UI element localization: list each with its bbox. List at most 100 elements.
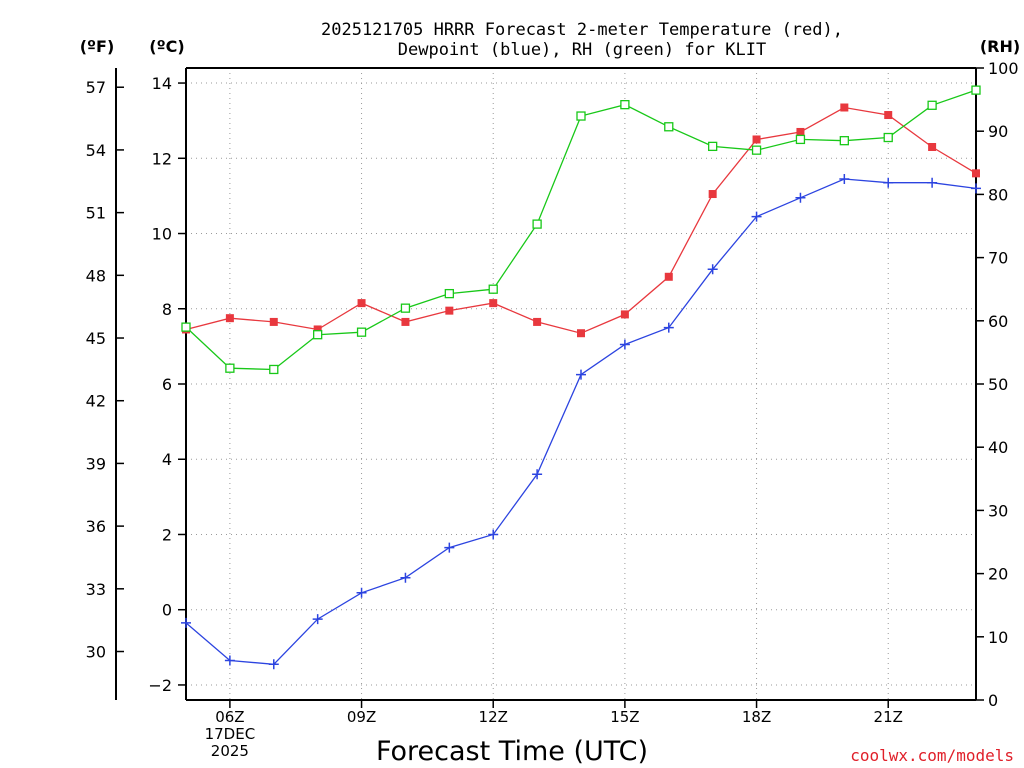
fahrenheit-axis-header: (ºF) bbox=[80, 37, 115, 56]
rh-tick-label: 30 bbox=[988, 501, 1008, 520]
temperature-point bbox=[664, 272, 673, 281]
dewpoint-point bbox=[971, 183, 981, 194]
rh-point bbox=[576, 111, 586, 121]
temperature-point bbox=[445, 306, 454, 315]
rh-point bbox=[269, 364, 279, 375]
temperature-point bbox=[752, 135, 761, 144]
rh-point bbox=[883, 132, 893, 143]
x-tick-label-line: 21Z bbox=[874, 708, 903, 726]
grid-lines bbox=[186, 68, 976, 700]
x-tick-label-line: 17DEC bbox=[205, 725, 256, 743]
rh-tick-label: 10 bbox=[988, 628, 1008, 647]
x-tick-label: 15Z bbox=[610, 708, 639, 726]
x-tick-label-line: 12Z bbox=[479, 708, 508, 726]
x-tick-label-line: 2025 bbox=[211, 742, 249, 760]
x-tick-label-line: 15Z bbox=[610, 708, 639, 726]
dewpoint-point bbox=[181, 617, 191, 628]
temperature-point bbox=[884, 111, 893, 120]
celsius-tick-label: 8 bbox=[162, 300, 172, 319]
dewpoint-line bbox=[185, 178, 977, 665]
data-series bbox=[181, 85, 981, 670]
rh-tick-label: 40 bbox=[988, 438, 1008, 457]
celsius-axis-header: (ºC) bbox=[149, 37, 184, 56]
x-axis-label: Forecast Time (UTC) bbox=[376, 736, 648, 767]
temperature-point bbox=[708, 190, 717, 199]
x-tick-label: 06Z 17DEC 2025 bbox=[205, 708, 256, 760]
rh-tick-label: 90 bbox=[988, 122, 1008, 141]
series-rh bbox=[181, 85, 981, 375]
temperature-point bbox=[269, 317, 278, 326]
rh-point bbox=[225, 363, 235, 373]
x-tick-label: 12Z bbox=[479, 708, 508, 726]
temperature-point bbox=[620, 310, 629, 319]
temperature-point bbox=[313, 325, 322, 334]
rh-tick-label: 60 bbox=[988, 312, 1008, 331]
rh-point bbox=[488, 284, 498, 294]
celsius-tick-label: 6 bbox=[162, 375, 172, 394]
fahrenheit-tick-label: 30 bbox=[86, 643, 106, 662]
dewpoint-point bbox=[224, 655, 235, 666]
rh-point bbox=[839, 136, 849, 146]
temperature-point bbox=[225, 314, 234, 323]
rh-tick-label: 100 bbox=[988, 59, 1019, 78]
celsius-tick-label: 2 bbox=[162, 525, 172, 544]
dewpoint-point bbox=[488, 529, 499, 540]
rh-point bbox=[664, 122, 674, 132]
dewpoint-point bbox=[839, 173, 850, 184]
temperature-point bbox=[972, 169, 980, 178]
rh-tick-label: 80 bbox=[988, 185, 1008, 204]
rh-point bbox=[751, 145, 762, 155]
celsius-tick-label: 0 bbox=[162, 601, 172, 620]
rh-point bbox=[620, 100, 630, 110]
x-tick-label: 18Z bbox=[742, 708, 771, 726]
temperature-point bbox=[928, 143, 937, 151]
rh-point bbox=[313, 330, 323, 340]
celsius-tick-label: 10 bbox=[152, 225, 172, 244]
dewpoint-point bbox=[400, 572, 411, 583]
dewpoint-point bbox=[444, 542, 455, 553]
dewpoint-point bbox=[576, 369, 586, 380]
credit-label: coolwx.com/models bbox=[850, 746, 1014, 765]
fahrenheit-tick-label: 57 bbox=[86, 78, 106, 97]
rh-point bbox=[400, 303, 411, 313]
celsius-tick-label: −2 bbox=[148, 676, 172, 695]
dewpoint-point bbox=[883, 177, 894, 188]
temperature-point bbox=[577, 329, 585, 338]
dewpoint-point bbox=[751, 211, 762, 222]
rh-tick-label: 20 bbox=[988, 565, 1008, 584]
celsius-tick-label: 4 bbox=[162, 450, 172, 469]
celsius-tick-label: 12 bbox=[152, 149, 172, 168]
dewpoint-point bbox=[795, 192, 806, 203]
rh-point bbox=[795, 134, 806, 145]
rh-tick-label: 0 bbox=[988, 691, 998, 710]
fahrenheit-tick-label: 39 bbox=[86, 454, 106, 473]
temperature-line bbox=[185, 106, 977, 334]
tick-labels: 14121086420−2575451484542393633301009080… bbox=[86, 59, 1019, 760]
rh-point bbox=[532, 219, 542, 229]
dewpoint-point bbox=[356, 587, 367, 598]
series-temperature bbox=[182, 103, 980, 338]
fahrenheit-tick-label: 54 bbox=[86, 141, 106, 160]
fahrenheit-tick-label: 42 bbox=[86, 392, 106, 411]
chart-title-line-1: 2025121705 HRRR Forecast 2-meter Tempera… bbox=[321, 20, 843, 40]
temperature-point bbox=[840, 103, 849, 112]
temperature-point bbox=[401, 317, 410, 326]
series-dewpoint bbox=[181, 173, 981, 670]
rh-point bbox=[708, 141, 718, 152]
rh-point bbox=[971, 85, 981, 95]
temperature-point bbox=[796, 127, 805, 136]
temperature-point bbox=[357, 299, 366, 308]
x-tick-label-line: 09Z bbox=[347, 708, 376, 726]
rh-tick-label: 70 bbox=[988, 249, 1008, 268]
fahrenheit-tick-label: 51 bbox=[86, 204, 106, 223]
temperature-point bbox=[533, 317, 542, 326]
chart-title-line-2: Dewpoint (blue), RH (green) for KLIT bbox=[398, 40, 766, 60]
fahrenheit-tick-label: 36 bbox=[86, 517, 106, 536]
dewpoint-point bbox=[927, 177, 938, 188]
dewpoint-point bbox=[532, 469, 543, 480]
fahrenheit-tick-label: 33 bbox=[86, 580, 106, 599]
dewpoint-point bbox=[312, 614, 323, 625]
rh-tick-label: 50 bbox=[988, 375, 1008, 394]
dewpoint-point bbox=[707, 264, 718, 275]
